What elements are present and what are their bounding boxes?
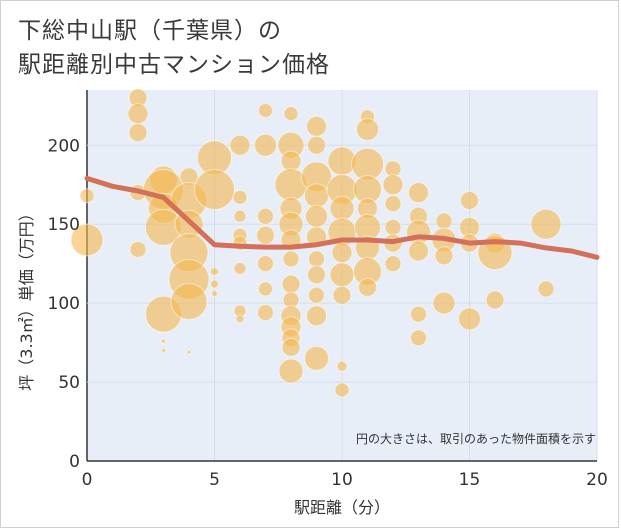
data-point [127, 103, 149, 125]
data-point [334, 382, 350, 398]
y-tick-label: 150 [48, 215, 80, 235]
data-point [254, 133, 277, 157]
data-point [307, 135, 326, 155]
y-tick-label: 0 [69, 452, 80, 472]
data-point [358, 277, 377, 297]
data-point [128, 123, 148, 143]
data-point [258, 281, 273, 297]
data-point [282, 250, 300, 268]
title-line-2: 駅距離別中古マンション価格 [18, 52, 330, 78]
data-point [460, 191, 479, 211]
data-point [170, 283, 208, 321]
data-point [186, 349, 192, 355]
data-point [384, 195, 402, 213]
data-point [257, 304, 274, 322]
data-point [161, 338, 166, 344]
data-point [258, 103, 273, 119]
data-point [410, 305, 427, 323]
data-point [485, 290, 505, 310]
y-tick-label: 50 [58, 373, 80, 393]
data-point [257, 207, 274, 225]
y-axis-title: 坪（3.3㎡）単価（万円） [17, 205, 36, 390]
data-point [382, 174, 404, 196]
y-tick-label: 100 [48, 294, 80, 314]
data-point [410, 329, 427, 347]
data-point [306, 305, 327, 327]
data-point [306, 115, 327, 137]
data-point [384, 218, 402, 236]
data-point [384, 255, 402, 273]
data-point [329, 195, 355, 221]
data-point [79, 188, 95, 204]
data-point [329, 262, 355, 288]
data-point [194, 168, 235, 210]
data-point [304, 345, 329, 371]
data-point [278, 358, 304, 384]
data-point [434, 246, 454, 266]
data-point [283, 106, 299, 122]
data-point [408, 240, 429, 262]
x-tick-label: 20 [586, 470, 608, 490]
trend-line [84, 175, 600, 260]
data-point [235, 314, 245, 324]
x-tick-label: 5 [209, 470, 220, 490]
data-point [336, 360, 348, 372]
x-axis-title: 駅距離（分） [294, 498, 390, 517]
y-tick-label: 200 [48, 136, 80, 156]
data-point [233, 261, 247, 275]
bubble-size-note: 円の大きさは、取引のあった物件面積を示す [356, 431, 596, 446]
x-tick-label: 0 [82, 470, 93, 490]
x-tick-label: 15 [459, 470, 481, 490]
x-tick-label: 10 [331, 470, 353, 490]
data-point [129, 240, 147, 258]
data-point [280, 150, 302, 172]
data-point [432, 291, 456, 315]
data-point [435, 212, 453, 230]
data-point [233, 209, 247, 223]
data-point [408, 182, 429, 204]
chart-title: 下総中山駅（千葉県）の 駅距離別中古マンション価格 [18, 14, 330, 82]
data-point [307, 265, 326, 285]
data-point [308, 250, 325, 268]
data-point [304, 183, 329, 209]
title-line-1: 下総中山駅（千葉県）の [18, 18, 282, 44]
data-point [281, 337, 301, 357]
data-point [211, 290, 218, 298]
bubble-layer [70, 88, 562, 398]
data-point [210, 279, 219, 289]
data-point [356, 117, 379, 141]
data-point [70, 223, 104, 257]
data-point [161, 347, 166, 353]
data-point [229, 134, 251, 156]
data-point [256, 225, 275, 245]
data-point [537, 280, 555, 298]
data-point [458, 307, 481, 331]
data-point [257, 255, 274, 273]
data-point [281, 274, 301, 294]
data-point [331, 242, 353, 264]
data-point [232, 189, 248, 205]
data-point [305, 204, 328, 228]
data-point [210, 267, 219, 277]
data-point [530, 208, 562, 240]
data-point [308, 286, 325, 304]
data-point [332, 285, 352, 305]
